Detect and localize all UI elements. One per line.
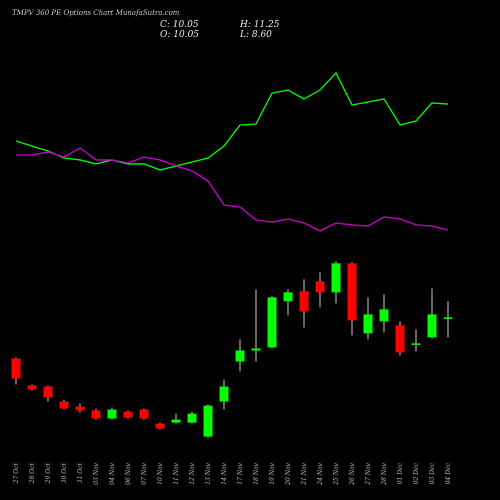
candle-body xyxy=(219,386,229,402)
candle-body xyxy=(395,325,405,353)
candle-body xyxy=(427,314,437,338)
candle-body xyxy=(235,350,245,362)
x-tick-label: 27 Nov xyxy=(365,462,372,485)
candle-body xyxy=(91,410,101,419)
candle-body xyxy=(283,292,293,302)
candle-body xyxy=(443,317,453,319)
candle-body xyxy=(187,413,197,423)
x-tick-label: 07 Nov xyxy=(141,462,148,484)
candle-body xyxy=(75,406,85,411)
candle-body xyxy=(363,314,373,334)
x-tick-label: 03 Nov xyxy=(93,462,100,484)
x-tick-label: 17 Nov xyxy=(237,462,244,484)
candle-body xyxy=(379,309,389,322)
x-tick-label: 06 Nov xyxy=(125,462,132,484)
x-tick-label: 04 Dec xyxy=(445,462,452,484)
x-tick-label: 02 Dec xyxy=(413,462,420,484)
candle-body xyxy=(59,401,69,409)
candle-body xyxy=(331,263,341,293)
candle-body xyxy=(267,297,277,348)
x-tick-label: 13 Nov xyxy=(205,462,212,484)
candle-body xyxy=(251,348,261,351)
x-tick-label: 20 Nov xyxy=(285,462,292,485)
x-tick-label: 30 Oct xyxy=(61,462,68,483)
candle-body xyxy=(27,385,37,390)
x-tick-label: 25 Nov xyxy=(333,462,340,485)
candle-body xyxy=(411,343,421,345)
x-tick-label: 14 Nov xyxy=(221,462,228,484)
header-close: C: 10.05 xyxy=(160,20,199,30)
x-tick-label: 28 Nov xyxy=(381,462,388,485)
candle-body xyxy=(139,409,149,419)
chart-title: TMPV 360 PE Options Chart MunafaSutra.co… xyxy=(12,9,180,17)
x-tick-label: 11 Nov xyxy=(173,462,180,484)
candle-body xyxy=(123,411,133,418)
x-tick-label: 19 Nov xyxy=(269,462,276,484)
x-tick-label: 31 Oct xyxy=(77,462,84,483)
indicator-line xyxy=(15,71,449,171)
candle-body xyxy=(11,358,21,379)
candle-body xyxy=(155,423,165,429)
x-tick-label: 01 Dec xyxy=(397,462,404,484)
x-tick-label: 26 Nov xyxy=(349,462,356,485)
x-tick-label: 03 Dec xyxy=(429,462,436,484)
candle-body xyxy=(203,405,213,437)
candle-body xyxy=(299,291,309,312)
candle-body xyxy=(171,419,181,423)
header-low: L: 8.60 xyxy=(239,30,272,40)
indicator-line xyxy=(16,147,449,232)
x-tick-label: 21 Nov xyxy=(301,462,308,485)
x-tick-label: 29 Oct xyxy=(45,462,52,484)
x-tick-label: 12 Nov xyxy=(189,462,196,484)
x-tick-label: 10 Nov xyxy=(157,462,164,484)
candle-body xyxy=(43,386,53,398)
x-tick-label: 27 Oct xyxy=(13,462,20,484)
candle-body xyxy=(347,263,357,321)
candle-body xyxy=(315,281,325,293)
x-tick-label: 18 Nov xyxy=(253,462,260,484)
header-open: O: 10.05 xyxy=(160,30,199,40)
x-tick-label: 24 Nov xyxy=(317,462,324,485)
x-tick-label: 28 Oct xyxy=(29,462,36,484)
header-high: H: 11.25 xyxy=(239,20,280,30)
candle-body xyxy=(107,409,117,419)
x-tick-label: 04 Nov xyxy=(109,462,116,484)
